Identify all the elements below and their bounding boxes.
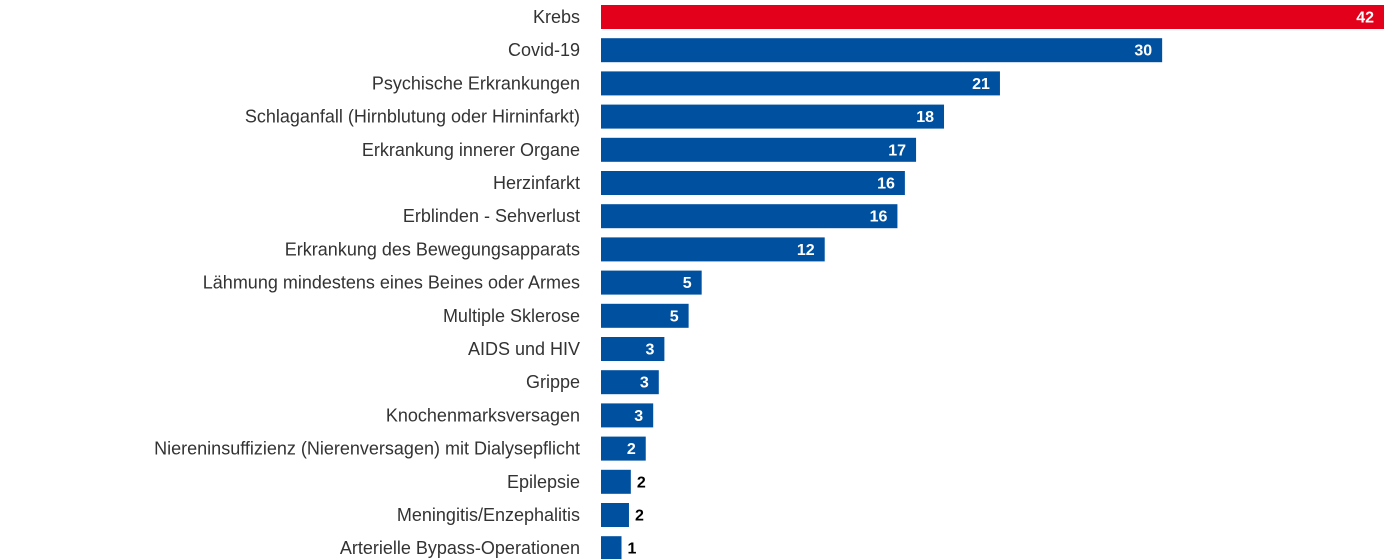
- value-label: 3: [640, 375, 649, 392]
- bar: [601, 536, 622, 559]
- bar: [601, 137, 917, 162]
- value-label: 5: [683, 275, 692, 292]
- bar: [601, 503, 629, 527]
- value-label: 12: [797, 242, 815, 259]
- value-label: 16: [877, 176, 895, 193]
- category-label: Arterielle Bypass-Operationen: [340, 538, 580, 558]
- category-label: Krebs: [533, 7, 580, 27]
- bar: [601, 370, 659, 395]
- category-label: AIDS und HIV: [468, 339, 580, 359]
- bar: [601, 270, 702, 295]
- bar: [601, 204, 898, 229]
- value-label: 21: [972, 76, 990, 93]
- bar: [601, 171, 905, 195]
- category-label: Covid-19: [508, 40, 580, 60]
- bar: [601, 403, 654, 428]
- category-label: Erblinden - Sehverlust: [403, 206, 580, 226]
- category-label: Multiple Sklerose: [443, 306, 580, 326]
- bar: [601, 71, 1000, 96]
- value-label: 3: [645, 342, 654, 359]
- value-label: 5: [670, 308, 679, 325]
- value-label: 2: [637, 474, 646, 491]
- bar: [601, 337, 665, 361]
- bar: [601, 436, 646, 461]
- value-label: 1: [628, 541, 637, 558]
- category-label: Niereninsuffizienz (Nierenversagen) mit …: [154, 439, 580, 459]
- bar: [601, 38, 1163, 63]
- value-label: 3: [634, 408, 643, 425]
- bar: [601, 237, 825, 262]
- category-label: Meningitis/Enzephalitis: [397, 505, 580, 525]
- bar: [601, 5, 1384, 29]
- value-label: 30: [1134, 43, 1152, 60]
- bar: [601, 104, 945, 129]
- category-label: Knochenmarksversagen: [386, 405, 580, 425]
- value-label: 16: [870, 209, 888, 226]
- bar: [601, 303, 689, 328]
- category-label: Erkrankung des Bewegungsapparats: [285, 239, 580, 259]
- category-label: Schlaganfall (Hirnblutung oder Hirninfar…: [245, 107, 580, 127]
- category-label: Herzinfarkt: [493, 173, 580, 193]
- bar: [601, 469, 631, 494]
- value-label: 42: [1356, 10, 1374, 27]
- value-label: 18: [916, 109, 934, 126]
- value-label: 2: [635, 508, 644, 525]
- category-label: Grippe: [526, 372, 580, 392]
- category-label: Epilepsie: [507, 472, 580, 492]
- value-label: 2: [627, 441, 636, 458]
- category-label: Psychische Erkrankungen: [372, 73, 580, 93]
- category-label: Erkrankung innerer Organe: [362, 140, 580, 160]
- value-label: 17: [888, 142, 906, 159]
- category-label: Lähmung mindestens eines Beines oder Arm…: [203, 273, 580, 293]
